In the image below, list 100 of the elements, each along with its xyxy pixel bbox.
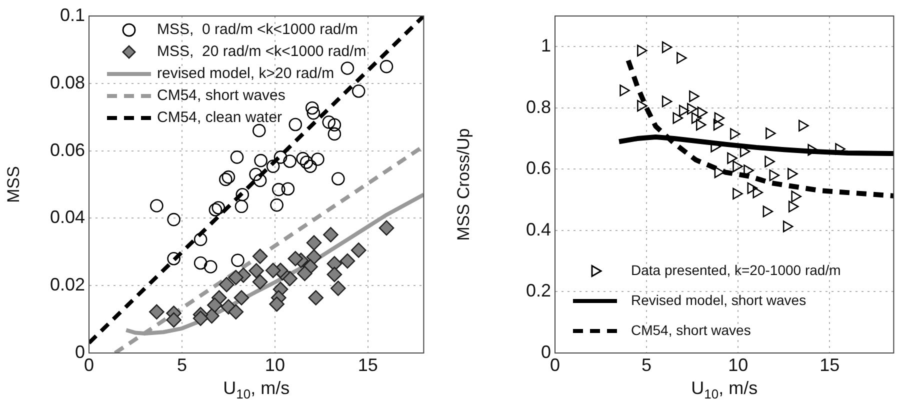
point — [730, 128, 740, 140]
point — [697, 106, 708, 118]
point — [218, 276, 234, 292]
point — [265, 262, 281, 278]
point — [713, 118, 724, 131]
point — [252, 274, 268, 290]
y-tick-label: 0.2 — [526, 280, 551, 301]
point — [266, 160, 280, 173]
point — [270, 198, 284, 212]
point — [835, 143, 846, 155]
point — [228, 270, 244, 286]
point — [330, 280, 346, 296]
legend-label: CM54, clean water — [157, 109, 282, 126]
point — [672, 112, 684, 124]
point — [219, 172, 232, 186]
point — [236, 188, 250, 202]
point — [352, 84, 366, 98]
point — [662, 41, 672, 54]
point — [637, 44, 648, 56]
point — [253, 174, 267, 188]
point — [283, 154, 296, 168]
point — [306, 106, 320, 120]
point — [764, 156, 775, 168]
point — [747, 182, 758, 194]
y-tick-label: 0 — [74, 342, 85, 362]
point — [691, 112, 702, 124]
point — [732, 188, 743, 200]
point — [272, 182, 286, 196]
y-tick-label: 0.02 — [50, 274, 85, 295]
legend-label: MSS, 20 rad/m <k<1000 rad/m — [157, 43, 366, 60]
point — [208, 203, 222, 216]
point — [714, 112, 725, 124]
point — [752, 186, 764, 198]
point — [798, 120, 809, 132]
point — [252, 248, 268, 264]
point — [380, 60, 394, 74]
x-axis-title: U$_{10}$, m/s — [223, 378, 290, 402]
point — [323, 227, 338, 242]
y-tick-label: 0.08 — [50, 72, 85, 92]
point — [212, 201, 226, 214]
y-tick-label: 0.04 — [50, 207, 85, 228]
point — [326, 256, 342, 272]
point — [194, 232, 208, 246]
point — [791, 190, 802, 202]
point — [378, 220, 394, 236]
point — [296, 152, 310, 166]
point — [637, 100, 648, 112]
x-tick-label: 10 — [264, 354, 285, 375]
point — [274, 150, 288, 164]
point — [269, 296, 284, 312]
point — [762, 206, 774, 218]
point — [230, 150, 244, 164]
legend-label: Data presented, k=20-1000 rad/m — [631, 262, 841, 278]
point — [254, 154, 268, 168]
point — [305, 101, 319, 115]
point — [782, 220, 794, 232]
point — [326, 266, 342, 282]
point — [328, 118, 342, 132]
point — [234, 290, 250, 306]
x-axis-title: U$_{10}$, m/s — [691, 378, 758, 402]
y-tick-label: 0.8 — [526, 96, 551, 117]
point — [249, 168, 262, 182]
legend-label: revised model, k>20 rad/m — [157, 65, 334, 82]
point — [808, 144, 818, 156]
point — [231, 254, 244, 267]
point — [687, 102, 698, 115]
x-tick-label: 15 — [820, 354, 840, 375]
point — [662, 96, 672, 108]
point — [207, 297, 222, 313]
legend-label: CM54, short waves — [157, 87, 286, 104]
point — [150, 199, 164, 212]
y-tick-label: 0.4 — [526, 219, 551, 240]
legend-label: CM54, short waves — [631, 322, 751, 338]
point — [311, 152, 324, 166]
y-axis-title: MSS — [4, 166, 23, 203]
point — [696, 118, 706, 131]
point — [308, 290, 324, 306]
point — [252, 124, 266, 138]
point — [322, 116, 336, 129]
point — [297, 266, 312, 282]
point — [204, 260, 218, 274]
legend-label: MSS, 0 rad/m <k<1000 rad/m — [157, 21, 358, 38]
point — [248, 263, 264, 278]
y-tick-label: 0 — [540, 342, 551, 362]
x-tick-label: 10 — [728, 354, 748, 375]
point — [769, 169, 780, 182]
point — [167, 212, 180, 226]
x-tick-label: 15 — [358, 354, 378, 375]
point — [766, 127, 776, 140]
point — [234, 200, 248, 214]
point — [788, 168, 798, 180]
point — [727, 152, 738, 164]
point — [689, 90, 700, 102]
point — [678, 104, 690, 117]
point — [167, 252, 180, 266]
point — [328, 127, 342, 141]
point — [340, 253, 356, 269]
point — [149, 304, 164, 320]
y-tick-label: 0.1 — [60, 4, 85, 25]
point — [350, 242, 366, 258]
